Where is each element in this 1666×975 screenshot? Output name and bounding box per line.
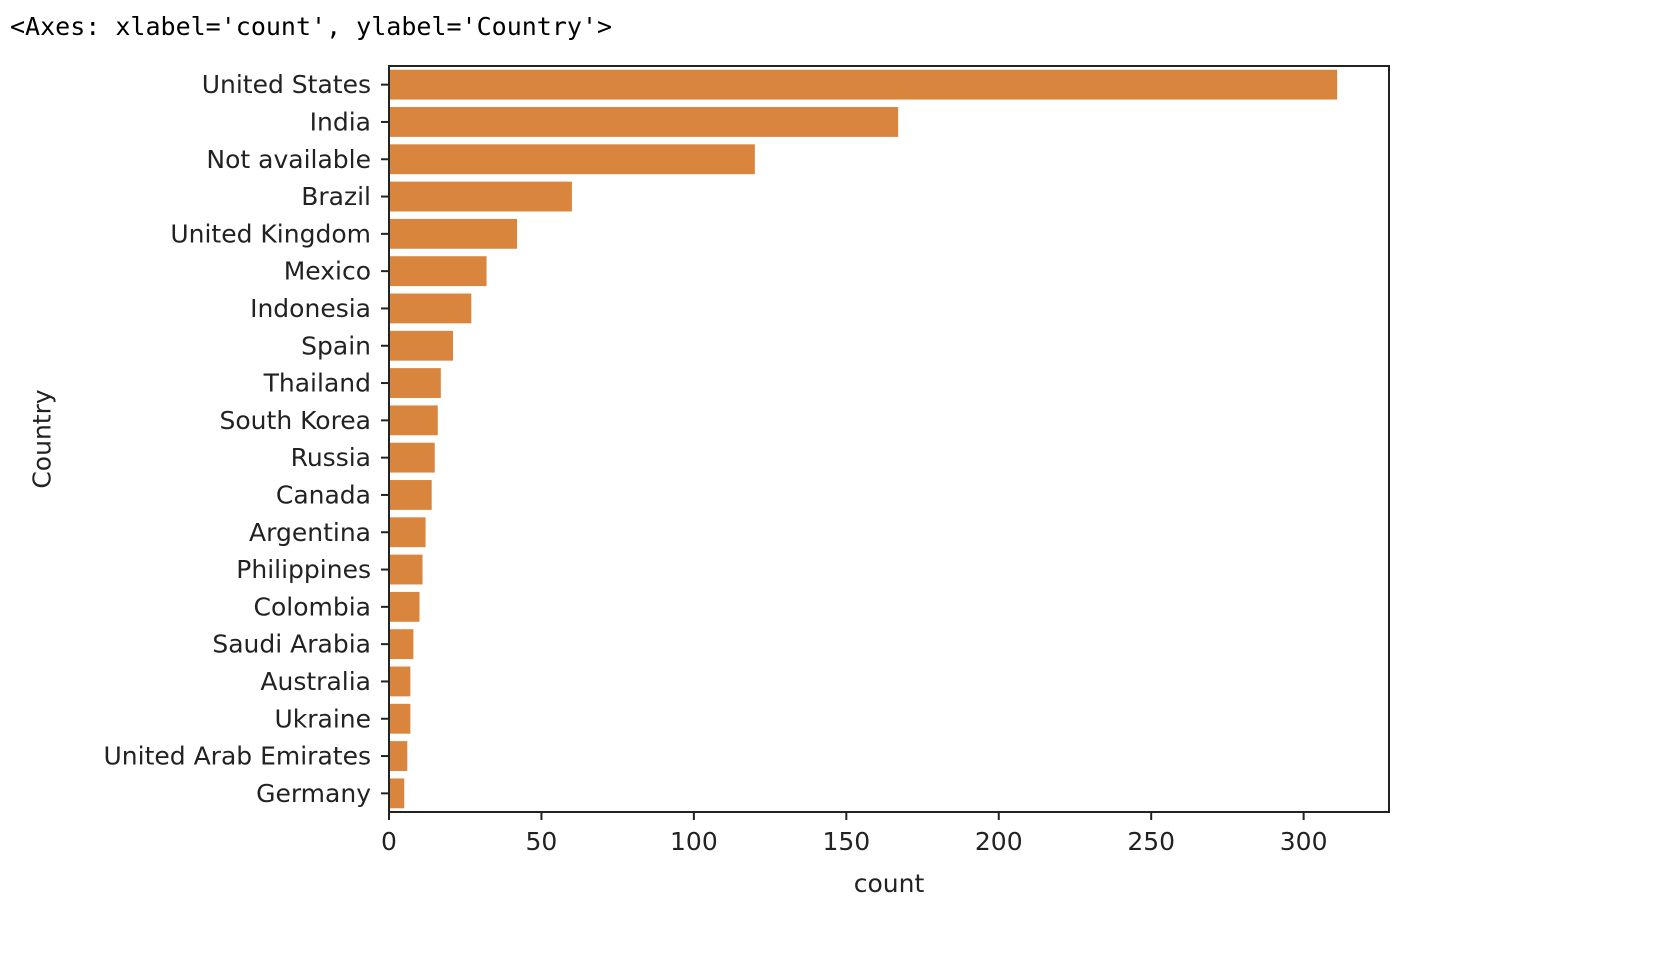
bar-russia: [389, 442, 435, 473]
bars-group: [389, 69, 1338, 809]
bar-germany: [389, 778, 405, 809]
bar-south-korea: [389, 405, 438, 436]
x-axis-label: count: [854, 869, 925, 898]
y-tick-label: South Korea: [220, 406, 371, 435]
y-tick-label: United Kingdom: [170, 219, 371, 248]
x-tick-label: 50: [526, 827, 558, 856]
x-tick-label: 250: [1127, 827, 1175, 856]
y-tick-label: Indonesia: [250, 294, 371, 323]
bar-canada: [389, 480, 432, 510]
bar-indonesia: [389, 293, 472, 324]
bar-colombia: [389, 591, 420, 622]
y-tick-label: Philippines: [236, 555, 371, 584]
y-axis-label: Country: [28, 389, 57, 489]
bar-united-arab-emirates: [389, 741, 408, 771]
bar-india: [389, 107, 899, 137]
bar-spain: [389, 330, 454, 361]
y-tick-label: India: [310, 107, 371, 136]
x-tick-label: 200: [975, 827, 1023, 856]
bar-united-states: [389, 69, 1338, 100]
bar-mexico: [389, 256, 487, 287]
bar-saudi-arabia: [389, 629, 414, 660]
y-tick-label: Argentina: [249, 518, 371, 547]
y-tick-label: Australia: [260, 667, 371, 696]
x-tick-label: 300: [1280, 827, 1328, 856]
bar-philippines: [389, 554, 423, 585]
y-ticks-group: United States India Not available Brazil Uni…: [103, 70, 389, 808]
bar-ukraine: [389, 703, 411, 734]
y-tick-label: Thailand: [263, 369, 371, 398]
y-tick-label: Colombia: [254, 592, 371, 621]
x-ticks-group: 0 50 100 150 200 250 300: [381, 812, 1327, 856]
y-tick-label: Mexico: [284, 257, 371, 286]
y-tick-label: Canada: [276, 480, 371, 509]
y-tick-label: Russia: [291, 443, 371, 472]
y-tick-label: Ukraine: [274, 704, 371, 733]
y-tick-label: Spain: [301, 331, 371, 360]
axes-repr-output: <Axes: xlabel='count', ylabel='Country'>: [10, 12, 613, 41]
x-tick-label: 100: [670, 827, 718, 856]
x-tick-label: 150: [822, 827, 870, 856]
x-tick-label: 0: [381, 827, 397, 856]
y-tick-label: Brazil: [301, 182, 371, 211]
axes-frame: [388, 65, 1390, 813]
bar-not-available: [389, 144, 755, 175]
bar-australia: [389, 666, 411, 697]
bar-argentina: [389, 517, 426, 548]
bar-thailand: [389, 368, 441, 398]
y-tick-label: Germany: [256, 779, 371, 808]
bar-united-kingdom: [389, 218, 518, 249]
y-tick-label: United Arab Emirates: [103, 742, 371, 771]
y-tick-label: United States: [202, 70, 371, 99]
y-tick-label: Not available: [206, 145, 371, 174]
bar-brazil: [389, 181, 572, 212]
y-tick-label: Saudi Arabia: [212, 630, 371, 659]
